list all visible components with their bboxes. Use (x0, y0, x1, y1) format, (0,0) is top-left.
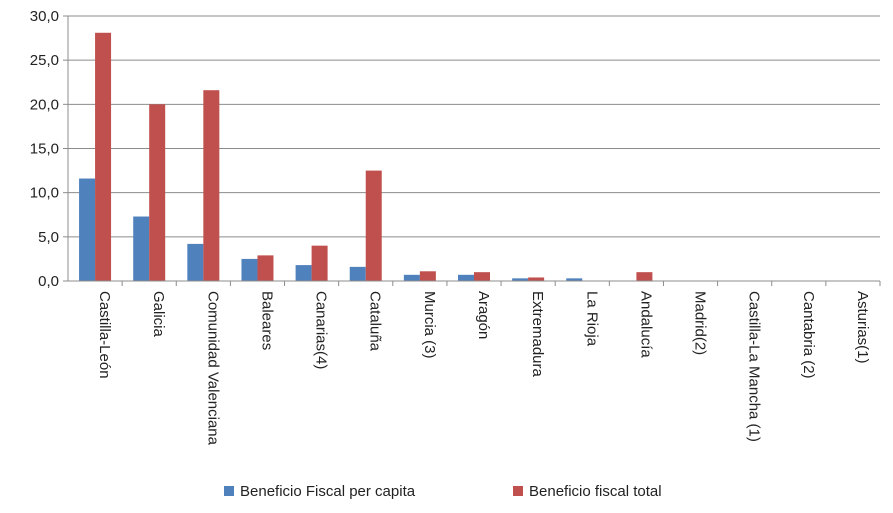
bar-total (203, 90, 219, 281)
bar-total (636, 272, 652, 281)
legend-label: Beneficio fiscal total (529, 483, 662, 500)
x-category-label: Baleares (258, 291, 275, 350)
x-category-label: Cataluña (367, 291, 384, 352)
legend-swatch (513, 486, 523, 496)
y-tick-label: 20,0 (30, 96, 59, 113)
bar-per-capita (187, 244, 203, 281)
x-category-label: Castilla-León (96, 291, 113, 379)
legend-swatch (224, 486, 234, 496)
bar-total (474, 272, 490, 281)
x-axis-labels: Castilla-León Galicia Comunidad Valenciana… (96, 291, 871, 446)
x-category-label: Extremadura (529, 291, 546, 378)
x-category-label: Comunidad Valenciana (204, 291, 221, 446)
bar-per-capita (458, 275, 474, 281)
bar-total (528, 277, 544, 281)
bar-per-capita (241, 259, 257, 281)
bar-total (312, 246, 328, 281)
x-category-label: Cantabria (2) (800, 291, 817, 379)
x-category-label: Canarias(4) (313, 291, 330, 369)
x-category-label: Castilla-La Mancha (1) (746, 291, 763, 442)
legend-label: Beneficio Fiscal per capita (240, 483, 416, 500)
x-category-label: Andalucía (637, 291, 654, 358)
bar-per-capita (133, 217, 149, 281)
bar-per-capita (350, 267, 366, 281)
legend: Beneficio Fiscal per capita Beneficio fis… (224, 483, 662, 500)
x-category-label: Murcia (3) (421, 291, 438, 359)
bar-total (366, 171, 382, 281)
grid-lines (68, 16, 880, 237)
y-tick-label: 10,0 (30, 185, 59, 202)
x-category-label: Galicia (150, 291, 167, 338)
y-tick-label: 25,0 (30, 52, 59, 69)
bars (79, 33, 652, 281)
bar-total (420, 271, 436, 281)
bar-per-capita (79, 179, 95, 281)
bar-total (95, 33, 111, 281)
bar-per-capita (404, 275, 420, 281)
bar-per-capita (296, 265, 312, 281)
y-tick-label: 5,0 (38, 229, 59, 246)
y-tick-label: 0,0 (38, 273, 59, 290)
x-category-label: Asturias(1) (854, 291, 871, 364)
bar-total (149, 104, 165, 281)
axes (63, 16, 880, 286)
y-tick-label: 30,0 (30, 8, 59, 25)
y-tick-label: 15,0 (30, 141, 59, 158)
y-axis-ticks: 0,0 5,0 10,0 15,0 20,0 25,0 30,0 (30, 8, 59, 290)
bar-total (257, 255, 273, 281)
x-category-label: Aragón (475, 291, 492, 339)
x-category-label: Madrid(2) (692, 291, 709, 355)
x-category-label: La Rioja (583, 291, 600, 347)
